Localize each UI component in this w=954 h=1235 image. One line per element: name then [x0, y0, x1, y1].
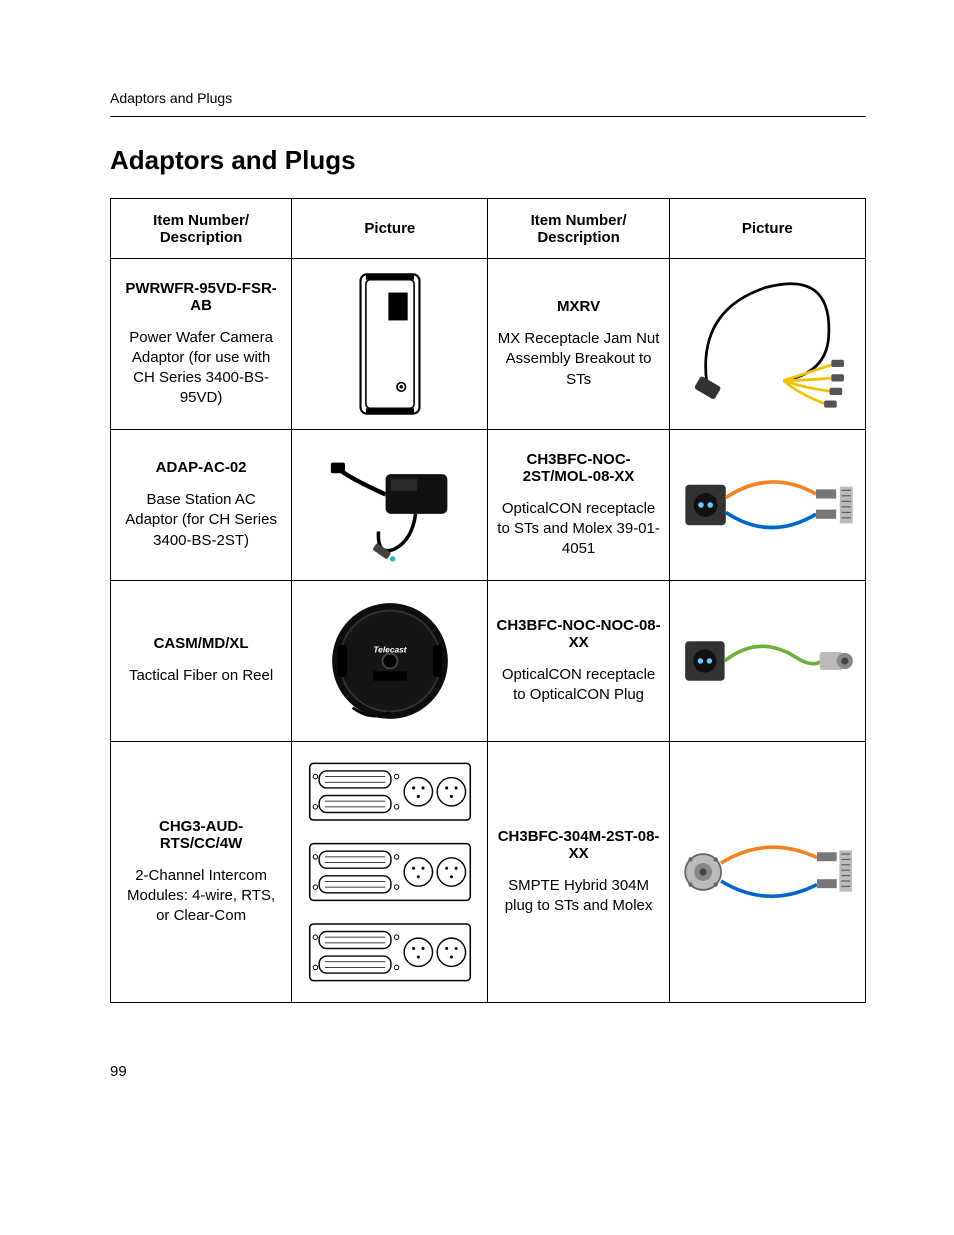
col-header-2: Picture — [292, 199, 488, 259]
table-cell-desc: CHG3-AUD-RTS/CC/4W 2-Channel Intercom Mo… — [111, 742, 292, 1003]
table-cell-picture — [292, 430, 488, 581]
table-cell-desc: CH3BFC-304M-2ST-08-XX SMPTE Hybrid 304M … — [488, 742, 669, 1003]
products-table: Item Number/ Description Picture Item Nu… — [110, 198, 866, 1003]
table-cell-picture — [669, 259, 865, 430]
part-number: CH3BFC-304M-2ST-08-XX — [496, 828, 660, 862]
table-cell-desc: CH3BFC-NOC-2ST/MOL-08-XX OpticalCON rece… — [488, 430, 669, 581]
table-cell-desc: CH3BFC-NOC-NOC-08-XX OpticalCON receptac… — [488, 581, 669, 742]
part-number: CHG3-AUD-RTS/CC/4W — [119, 818, 283, 852]
table-cell-picture — [292, 742, 488, 1003]
product-image — [678, 591, 857, 731]
part-number: CH3BFC-NOC-NOC-08-XX — [496, 617, 660, 651]
product-image — [300, 591, 479, 731]
part-number: ADAP-AC-02 — [119, 459, 283, 476]
part-description: OpticalCON receptacle to OpticalCON Plug — [496, 665, 660, 706]
product-image — [678, 440, 857, 570]
table-cell-desc: MXRV MX Receptacle Jam Nut Assembly Brea… — [488, 259, 669, 430]
table-cell-desc: ADAP-AC-02 Base Station AC Adaptor (for … — [111, 430, 292, 581]
part-number: CASM/MD/XL — [119, 635, 283, 652]
product-image — [300, 752, 479, 992]
col-header-3: Item Number/ Description — [488, 199, 669, 259]
page-title: Adaptors and Plugs — [110, 145, 866, 176]
table-cell-picture — [669, 742, 865, 1003]
part-description: SMPTE Hybrid 304M plug to STs and Molex — [496, 876, 660, 917]
part-number: PWRWFR-95VD-FSR-AB — [119, 280, 283, 314]
col-header-1: Item Number/ Description — [111, 199, 292, 259]
running-head: Adaptors and Plugs — [110, 90, 866, 117]
product-image — [300, 440, 479, 570]
part-description: Base Station AC Adaptor (for CH Series 3… — [119, 490, 283, 551]
part-description: Power Wafer Camera Adaptor (for use with… — [119, 328, 283, 409]
part-number: CH3BFC-NOC-2ST/MOL-08-XX — [496, 451, 660, 485]
table-cell-picture — [292, 259, 488, 430]
table-cell-desc: CASM/MD/XL Tactical Fiber on Reel — [111, 581, 292, 742]
table-cell-desc: PWRWFR-95VD-FSR-AB Power Wafer Camera Ad… — [111, 259, 292, 430]
part-description: OpticalCON receptacle to STs and Molex 3… — [496, 499, 660, 560]
product-image — [678, 269, 857, 419]
table-cell-picture — [669, 430, 865, 581]
product-image — [678, 752, 857, 992]
table-cell-picture — [292, 581, 488, 742]
part-description: MX Receptacle Jam Nut Assembly Breakout … — [496, 329, 660, 390]
part-description: 2-Channel Intercom Modules: 4-wire, RTS,… — [119, 866, 283, 927]
part-description: Tactical Fiber on Reel — [119, 666, 283, 686]
table-cell-picture — [669, 581, 865, 742]
product-image — [300, 269, 479, 419]
part-number: MXRV — [496, 298, 660, 315]
page-number: 99 — [110, 1063, 866, 1080]
col-header-4: Picture — [669, 199, 865, 259]
